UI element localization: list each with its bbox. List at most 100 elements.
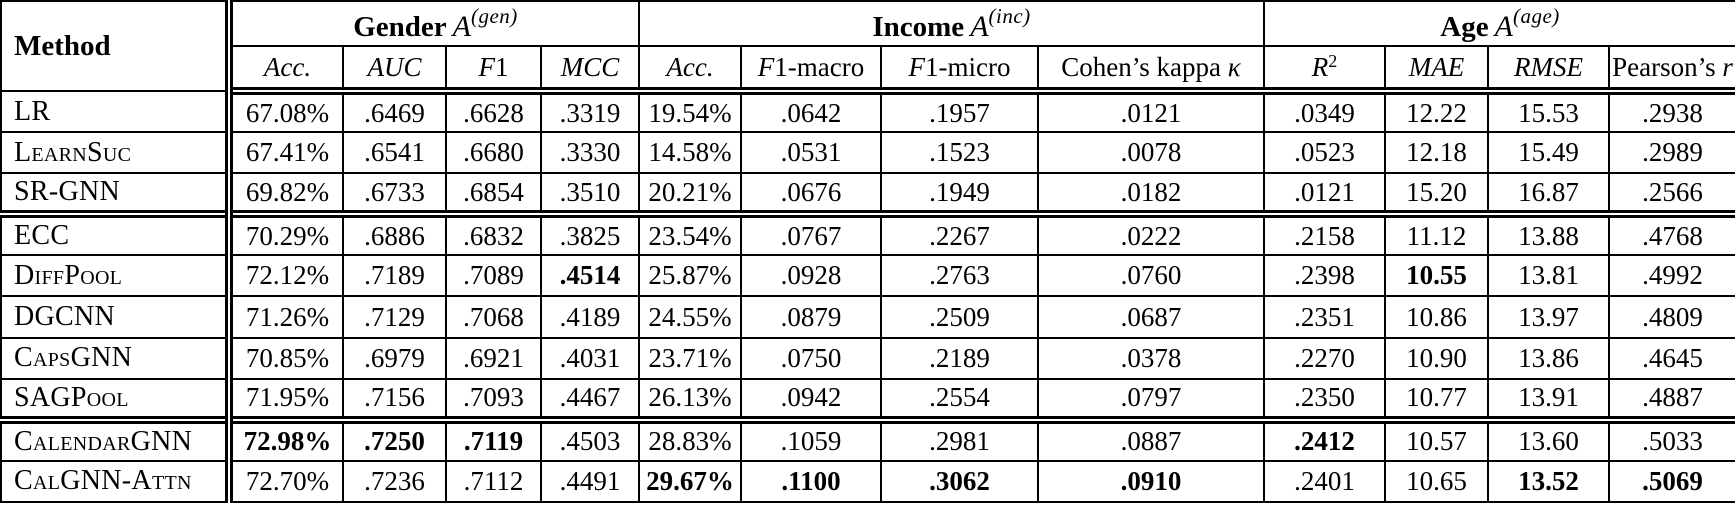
cell-calgnn-attn-age-rmse: 13.52 xyxy=(1487,459,1611,504)
header-text: AUC xyxy=(367,51,422,82)
cell-dgcnn-age-pearsons-r: .4809 xyxy=(1608,295,1735,339)
column-header-income-cohens-kappa: Cohen’s kappa κ xyxy=(1037,45,1266,95)
cell-ecc-income-f1-micro: .2267 xyxy=(880,210,1040,257)
cell-dgcnn-age-rmse: 13.97 xyxy=(1487,295,1611,339)
header-text: MAE xyxy=(1408,51,1465,82)
cell-calendargnn-gender-mcc: .4503 xyxy=(539,415,641,462)
cell-capsgnn-gender-acc: 70.85% xyxy=(228,336,344,380)
cell-learnsuc-age-rmse: 15.49 xyxy=(1487,131,1611,175)
cell-calgnn-attn-gender-auc: .7236 xyxy=(342,459,447,504)
cell-capsgnn-age-r2: .2270 xyxy=(1263,336,1387,380)
cell-calendargnn-age-mae: 10.57 xyxy=(1384,415,1490,462)
method-name-learnsuc: LearnSuc xyxy=(0,131,233,175)
cell-sr-gnn-age-rmse: 16.87 xyxy=(1487,172,1611,216)
cell-lr-income-f1-micro: .1957 xyxy=(880,89,1040,134)
cell-lr-age-r2: .0349 xyxy=(1263,89,1387,134)
cell-learnsuc-gender-mcc: .3330 xyxy=(539,131,641,175)
cell-dgcnn-age-r2: .2351 xyxy=(1263,295,1387,339)
cell-sr-gnn-gender-auc: .6733 xyxy=(342,172,447,216)
cell-ecc-income-cohens-kappa: .0222 xyxy=(1037,210,1266,257)
cell-lr-income-acc: 19.54% xyxy=(638,89,743,134)
group-header-gender: Gender A(gen) xyxy=(227,0,641,47)
cell-learnsuc-gender-f1: .6680 xyxy=(445,131,542,175)
cell-sagpool-income-cohens-kappa: .0797 xyxy=(1037,377,1266,421)
method-name-lr: LR xyxy=(0,89,233,134)
cell-calendargnn-income-acc: 28.83% xyxy=(638,415,743,462)
method-column-header: Method xyxy=(0,0,233,92)
method-name-dgcnn: DGCNN xyxy=(0,295,233,339)
cell-sagpool-age-pearsons-r: .4887 xyxy=(1608,377,1735,421)
cell-capsgnn-gender-auc: .6979 xyxy=(342,336,447,380)
cell-ecc-income-acc: 23.54% xyxy=(638,210,743,257)
cell-diffpool-gender-mcc: .4514 xyxy=(539,254,641,298)
cell-calendargnn-income-f1-micro: .2981 xyxy=(880,415,1040,462)
cell-calendargnn-gender-f1: .7119 xyxy=(445,415,542,462)
cell-calendargnn-gender-auc: .7250 xyxy=(342,415,447,462)
header-text: F xyxy=(908,51,926,82)
cell-calgnn-attn-age-mae: 10.65 xyxy=(1384,459,1490,504)
column-header-gender-mcc: MCC xyxy=(539,45,641,95)
cell-ecc-age-mae: 11.12 xyxy=(1384,210,1490,257)
table-row-calgnn-attn: CalGNN-Attn 72.70% .7236.7112.4491 29.67% .1… xyxy=(0,459,1735,504)
cell-dgcnn-income-acc: 24.55% xyxy=(638,295,743,339)
cell-calgnn-attn-age-pearsons-r: .5069 xyxy=(1608,459,1735,504)
cell-dgcnn-gender-acc: 71.26% xyxy=(228,295,344,339)
cell-sagpool-gender-mcc: .4467 xyxy=(539,377,641,421)
cell-lr-age-mae: 12.22 xyxy=(1384,89,1490,134)
column-header-income-f1-macro: F1-macro xyxy=(740,45,883,95)
table-row-ecc: ECC 70.29% .6886.6832.3825 23.54% .0767.2267… xyxy=(0,210,1735,257)
method-name-capsgnn: CapsGNN xyxy=(0,336,233,380)
cell-sagpool-age-rmse: 13.91 xyxy=(1487,377,1611,421)
column-header-gender-acc: Acc. xyxy=(228,45,344,95)
cell-diffpool-gender-acc: 72.12% xyxy=(228,254,344,298)
cell-lr-income-cohens-kappa: .0121 xyxy=(1037,89,1266,134)
header-text: r xyxy=(1722,51,1733,82)
cell-sagpool-income-f1-macro: .0942 xyxy=(740,377,883,421)
column-header-gender-auc: AUC xyxy=(342,45,447,95)
cell-learnsuc-age-mae: 12.18 xyxy=(1384,131,1490,175)
method-name-diffpool: DiffPool xyxy=(0,254,233,298)
cell-capsgnn-income-f1-micro: .2189 xyxy=(880,336,1040,380)
cell-sagpool-age-r2: .2350 xyxy=(1263,377,1387,421)
cell-dgcnn-age-mae: 10.86 xyxy=(1384,295,1490,339)
header-text: Acc. xyxy=(263,51,312,82)
column-header-age-pearsons-r: Pearson’s r xyxy=(1608,45,1735,95)
cell-calgnn-attn-gender-mcc: .4491 xyxy=(539,459,641,504)
cell-dgcnn-income-f1-micro: .2509 xyxy=(880,295,1040,339)
cell-capsgnn-income-acc: 23.71% xyxy=(638,336,743,380)
method-name-sagpool: SAGPool xyxy=(0,377,233,421)
cell-diffpool-income-acc: 25.87% xyxy=(638,254,743,298)
cell-lr-age-rmse: 15.53 xyxy=(1487,89,1611,134)
header-text: Cohen’s kappa xyxy=(1061,51,1228,82)
cell-sagpool-gender-f1: .7093 xyxy=(445,377,542,421)
cell-capsgnn-age-pearsons-r: .4645 xyxy=(1608,336,1735,380)
header-text: F xyxy=(478,51,496,82)
cell-diffpool-age-mae: 10.55 xyxy=(1384,254,1490,298)
column-header-age-mae: MAE xyxy=(1384,45,1490,95)
header-text: 1-macro xyxy=(774,51,865,82)
cell-calgnn-attn-gender-f1: .7112 xyxy=(445,459,542,504)
cell-diffpool-income-f1-micro: .2763 xyxy=(880,254,1040,298)
cell-capsgnn-income-f1-macro: .0750 xyxy=(740,336,883,380)
cell-capsgnn-gender-f1: .6921 xyxy=(445,336,542,380)
cell-calendargnn-age-rmse: 13.60 xyxy=(1487,415,1611,462)
table-row-capsgnn: CapsGNN 70.85% .6979.6921.4031 23.71% .0750.… xyxy=(0,336,1735,380)
header-text: RMSE xyxy=(1514,51,1583,82)
cell-ecc-age-rmse: 13.88 xyxy=(1487,210,1611,257)
cell-calendargnn-age-r2: .2412 xyxy=(1263,415,1387,462)
cell-capsgnn-age-rmse: 13.86 xyxy=(1487,336,1611,380)
cell-dgcnn-gender-auc: .7129 xyxy=(342,295,447,339)
cell-sr-gnn-gender-mcc: .3510 xyxy=(539,172,641,216)
cell-calgnn-attn-age-r2: .2401 xyxy=(1263,459,1387,504)
cell-learnsuc-gender-auc: .6541 xyxy=(342,131,447,175)
header-text: MCC xyxy=(560,51,620,82)
cell-lr-gender-mcc: .3319 xyxy=(539,89,641,134)
column-header-age-r2: R2 xyxy=(1263,45,1387,95)
cell-sr-gnn-gender-acc: 69.82% xyxy=(228,172,344,216)
cell-calgnn-attn-income-acc: 29.67% xyxy=(638,459,743,504)
cell-ecc-gender-f1: .6832 xyxy=(445,210,542,257)
cell-learnsuc-gender-acc: 67.41% xyxy=(228,131,344,175)
cell-sagpool-gender-auc: .7156 xyxy=(342,377,447,421)
cell-calendargnn-gender-acc: 72.98% xyxy=(228,415,344,462)
